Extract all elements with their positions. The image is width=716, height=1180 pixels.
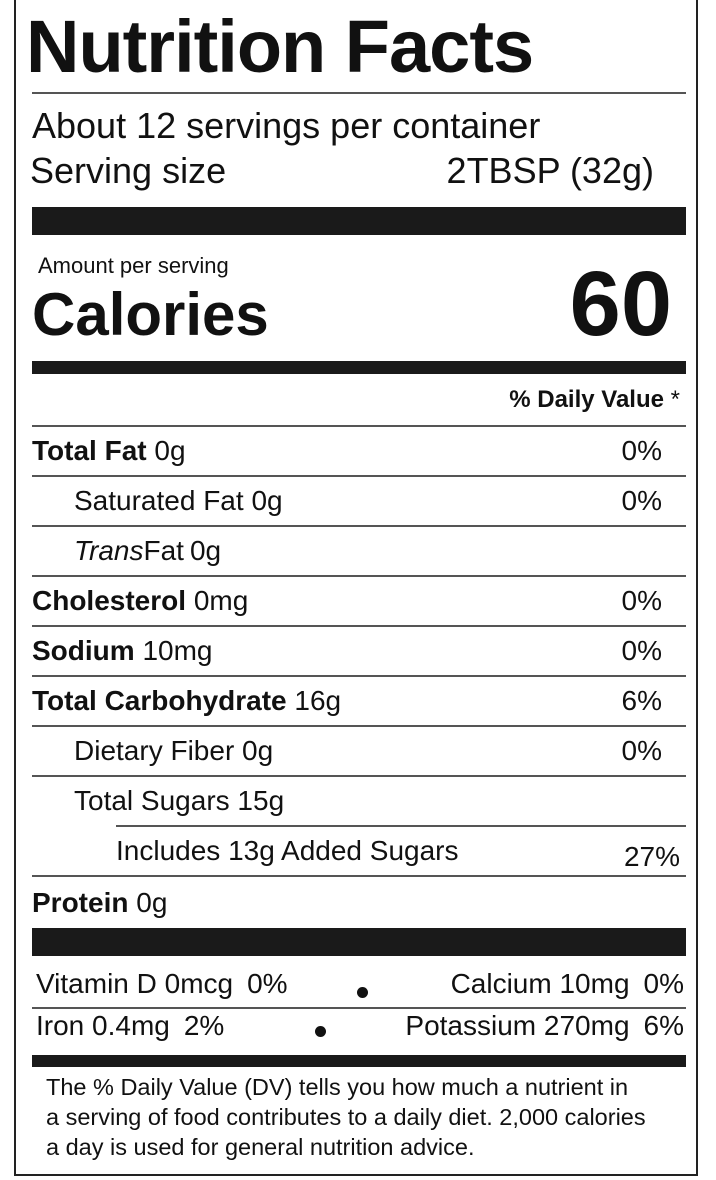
rule bbox=[32, 425, 686, 427]
rule bbox=[32, 775, 686, 777]
nutrient-row: Sodium 10mg bbox=[32, 637, 213, 665]
micro-dv: 6% bbox=[643, 1010, 684, 1041]
rule bbox=[116, 825, 686, 827]
nutrient-dv: 0% bbox=[621, 485, 662, 516]
calories-label: Calories bbox=[32, 281, 269, 348]
nutrition-label: Nutrition Facts About 12 servings per co… bbox=[14, 0, 698, 1176]
nutrient-row: Cholesterol 0mg bbox=[32, 587, 248, 615]
nutrient-name: Fat bbox=[143, 535, 184, 566]
nutrient-amount: 0g bbox=[154, 435, 186, 466]
amount-per-serving: Amount per serving bbox=[38, 253, 229, 278]
rule bbox=[32, 92, 686, 94]
nutrient-dv: 0% bbox=[621, 435, 662, 466]
dv-header: % Daily Value * bbox=[509, 388, 680, 412]
rule bbox=[32, 525, 686, 527]
nutrient-row: Includes 13g Added Sugars bbox=[116, 837, 458, 865]
footnote-line: The % Daily Value (DV) tells you how muc… bbox=[46, 1074, 629, 1100]
footnote-line: a day is used for general nutrition advi… bbox=[46, 1134, 475, 1160]
micronutrient: Iron 0.4mg 2% bbox=[36, 1012, 224, 1040]
micro-name: Calcium bbox=[450, 968, 552, 999]
bullet bbox=[357, 987, 368, 998]
micro-dv: 0% bbox=[247, 968, 288, 999]
rule bbox=[32, 475, 686, 477]
nutrient-amount: 0g bbox=[242, 735, 274, 766]
thick-bar bbox=[32, 928, 686, 956]
nutrient-name: Cholesterol bbox=[32, 585, 187, 616]
micro-amount: 270mg bbox=[543, 1010, 630, 1041]
micronutrient: Calcium 10mg 0% bbox=[451, 970, 684, 998]
micro-name: Potassium bbox=[405, 1010, 537, 1041]
footnote-line: a serving of food contributes to a daily… bbox=[46, 1104, 646, 1130]
nutrient-amount: 10mg bbox=[142, 635, 213, 666]
nutrient-amount: 0g bbox=[189, 535, 222, 566]
nutrient-amount: 15g bbox=[237, 785, 285, 816]
thick-bar bbox=[32, 207, 686, 235]
micro-name: Vitamin D bbox=[36, 968, 157, 999]
title: Nutrition Facts bbox=[26, 5, 534, 88]
nutrient-row: TransFat 0g bbox=[74, 537, 221, 565]
thick-bar bbox=[32, 361, 686, 374]
servings: About 12 servings per container bbox=[32, 105, 541, 146]
nutrient-name: Sodium bbox=[32, 635, 135, 666]
rule bbox=[32, 1007, 686, 1009]
nutrient-dv: 0% bbox=[621, 585, 662, 616]
serving-size-value: 2TBSP (32g) bbox=[446, 150, 654, 191]
rule bbox=[32, 675, 686, 677]
nutrient-row: Dietary Fiber 0g bbox=[74, 737, 273, 765]
nutrient-name: Dietary Fiber bbox=[74, 735, 235, 766]
rule bbox=[32, 625, 686, 627]
nutrient-name: Saturated Fat bbox=[74, 485, 244, 516]
micro-dv: 0% bbox=[643, 968, 684, 999]
nutrient-dv: 0% bbox=[621, 735, 662, 766]
rule bbox=[32, 575, 686, 577]
micronutrient: Potassium 270mg 6% bbox=[405, 1012, 684, 1040]
nutrient-amount: 16g bbox=[294, 685, 342, 716]
nutrient-row: Protein 0g bbox=[32, 889, 167, 917]
nutrient-name: Protein bbox=[32, 887, 129, 918]
nutrient-row: Total Fat 0g bbox=[32, 437, 186, 465]
micronutrient: Vitamin D 0mcg 0% bbox=[36, 970, 288, 998]
nutrient-dv: 0% bbox=[621, 635, 662, 666]
micro-amount: 10mg bbox=[559, 968, 630, 999]
micro-amount: 0mcg bbox=[164, 968, 234, 999]
nutrient-name-italic: Trans bbox=[74, 535, 144, 566]
nutrient-row: Saturated Fat 0g bbox=[74, 487, 283, 515]
serving-size-label: Serving size bbox=[30, 150, 227, 191]
nutrient-name: Total Fat bbox=[32, 435, 147, 466]
rule bbox=[32, 875, 686, 877]
bullet bbox=[315, 1026, 326, 1037]
rule bbox=[32, 725, 686, 727]
dv-header-label: % Daily Value bbox=[509, 386, 664, 413]
dv-asterisk: * bbox=[670, 386, 680, 413]
nutrient-name: Total Carbohydrate bbox=[32, 685, 287, 716]
calories-value: 60 bbox=[569, 253, 672, 355]
nutrient-amount: 0g bbox=[136, 887, 168, 918]
micro-amount: 0.4mg bbox=[92, 1010, 170, 1041]
nutrient-amount: 0mg bbox=[193, 585, 249, 616]
nutrient-dv: 27% bbox=[623, 841, 680, 872]
nutrient-name: Total Sugars bbox=[74, 785, 230, 816]
thick-bar bbox=[32, 1055, 686, 1067]
nutrient-row: Total Carbohydrate 16g bbox=[32, 687, 341, 715]
micro-dv: 2% bbox=[183, 1010, 225, 1041]
nutrient-amount: 0g bbox=[251, 485, 283, 516]
micro-name: Iron bbox=[36, 1010, 85, 1041]
nutrient-dv: 6% bbox=[621, 685, 662, 716]
nutrient-row: Total Sugars 15g bbox=[74, 787, 284, 815]
nutrient-name: Includes 13g Added Sugars bbox=[116, 835, 459, 866]
